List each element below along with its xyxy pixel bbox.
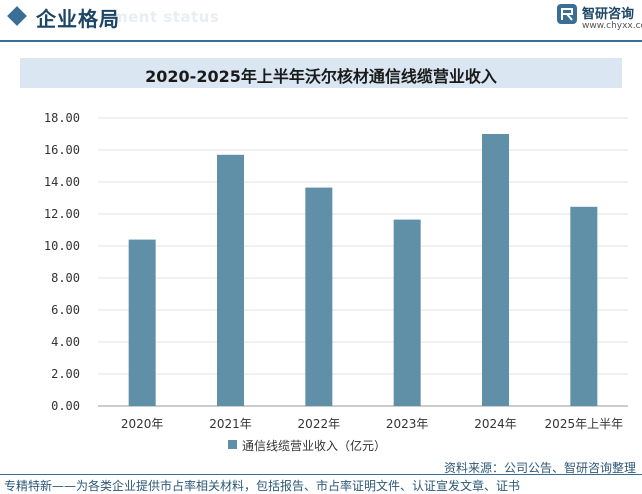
chart-title: 2020-2025年上半年沃尔核材通信线缆营业收入 (145, 67, 497, 86)
x-tick-label: 2022年 (298, 417, 341, 431)
y-axis-labels: 0.00 2.00 4.00 6.00 8.00 10.00 12.00 14.00 16.00… (44, 111, 80, 413)
bar (217, 154, 244, 406)
bar (570, 206, 598, 406)
y-tick-label: 16.00 (44, 143, 80, 157)
y-tick-label: 0.00 (51, 399, 80, 413)
y-tick-label: 2.00 (51, 367, 80, 381)
bar (482, 134, 509, 406)
bar-layer (128, 134, 598, 406)
legend-label: 通信线缆营业收入（亿元） (242, 439, 387, 453)
bar (128, 239, 156, 406)
y-tick-label: 4.00 (51, 335, 80, 349)
legend-swatch (228, 440, 237, 449)
footer-divider (0, 474, 642, 475)
x-tick-label: 2024年 (474, 417, 517, 431)
x-tick-label: 2025年上半年 (545, 417, 624, 431)
section-ghost-text: ment status (112, 8, 220, 26)
x-axis-labels: 2020年 2021年 2022年 2023年 2024年 2025年上半年 (121, 417, 623, 431)
grid-layer (98, 117, 628, 407)
y-tick-label: 8.00 (51, 271, 80, 285)
chart-title-band: 2020-2025年上半年沃尔核材通信线缆营业收入 (20, 58, 622, 88)
y-tick-label: 6.00 (51, 303, 80, 317)
y-tick-label: 14.00 (44, 175, 80, 189)
x-tick-label: 2020年 (121, 417, 164, 431)
x-tick-label: 2021年 (209, 417, 252, 431)
y-tick-label: 12.00 (44, 207, 80, 221)
header-divider (0, 40, 642, 42)
bar (393, 219, 421, 406)
y-tick-label: 18.00 (44, 111, 80, 125)
footer-text: 专精特新——为各类企业提供市占率相关材料，包括报告、市占率证明文件、认证宣发文章… (4, 479, 521, 493)
brand-logo-icon (557, 4, 577, 24)
brand-url: www.chyxx.com (582, 21, 642, 31)
header-bar: ment status 企业格局 智研咨询 www.chyxx.com (0, 0, 642, 40)
bar (305, 187, 333, 406)
section-title: 企业格局 (36, 7, 120, 31)
x-tick-label: 2023年 (386, 417, 429, 431)
brand-name: 智研咨询 (582, 7, 635, 22)
y-tick-label: 10.00 (44, 239, 80, 253)
source-note: 资料来源：公司公告、智研咨询整理 (443, 461, 636, 475)
